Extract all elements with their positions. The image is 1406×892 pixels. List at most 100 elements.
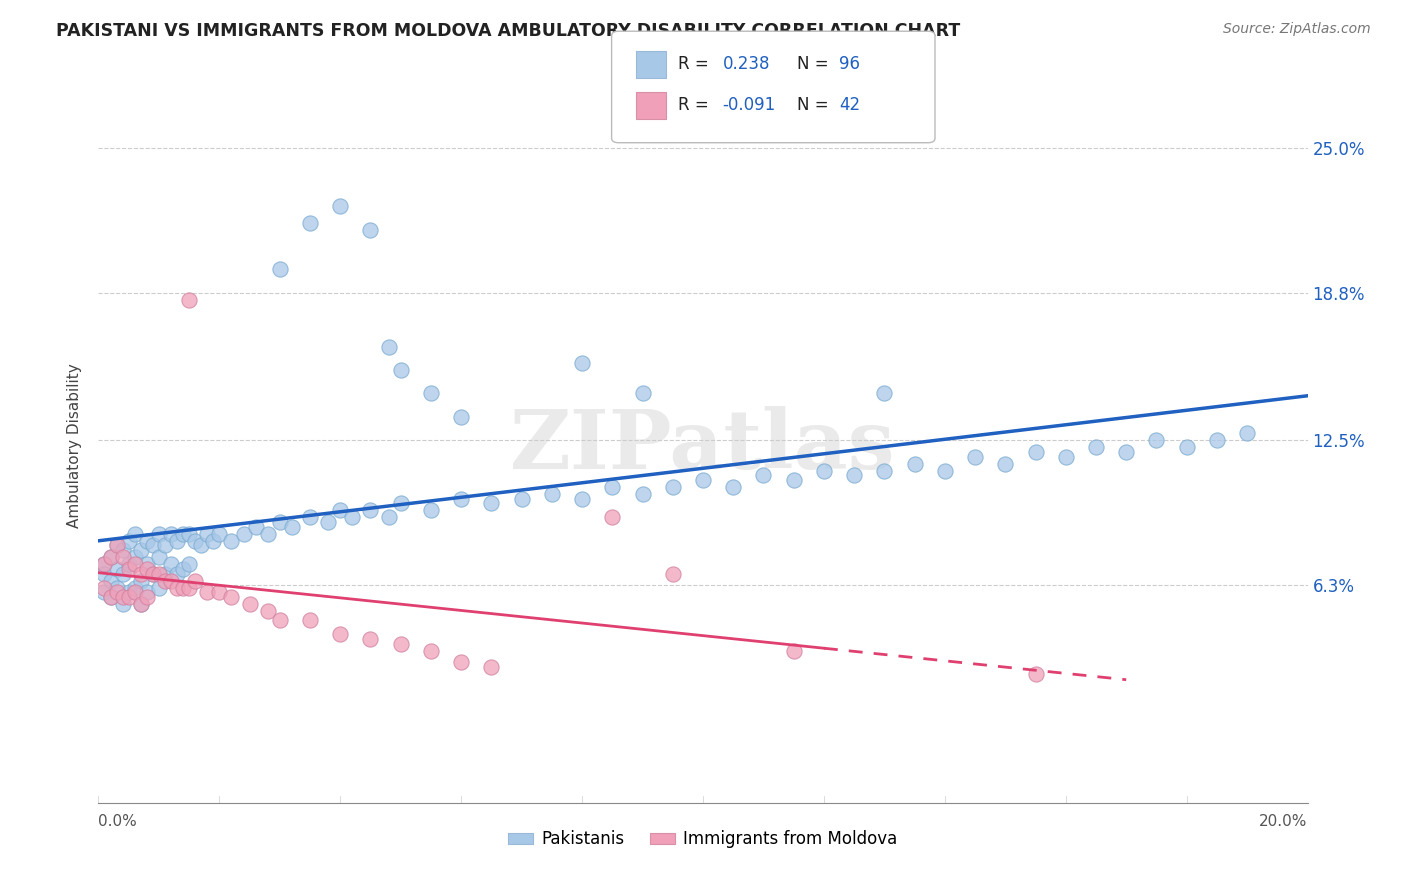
Point [129, 597, 152, 611]
Point [105, 562, 128, 576]
Point [377, 340, 399, 354]
Point [153, 538, 176, 552]
Point [111, 590, 134, 604]
Point [208, 585, 231, 599]
Point [752, 468, 775, 483]
Point [389, 637, 412, 651]
Point [844, 468, 866, 483]
Text: R =: R = [678, 55, 709, 73]
Point [450, 491, 472, 506]
Text: 0.0%: 0.0% [98, 814, 138, 830]
Point [111, 543, 134, 558]
Point [179, 581, 201, 595]
Point [179, 557, 201, 571]
Point [148, 526, 170, 541]
Point [1054, 450, 1077, 464]
Point [93, 585, 115, 599]
Point [299, 216, 322, 230]
Point [420, 386, 443, 401]
Point [316, 515, 339, 529]
Point [661, 480, 683, 494]
Point [124, 557, 146, 571]
Point [148, 566, 170, 581]
Point [129, 597, 152, 611]
Point [281, 519, 304, 533]
Point [873, 464, 896, 478]
Point [100, 574, 122, 588]
Point [111, 566, 134, 581]
Point [105, 581, 128, 595]
Point [571, 491, 593, 506]
Point [631, 386, 654, 401]
Point [299, 613, 322, 627]
Point [105, 538, 128, 552]
Point [179, 526, 201, 541]
Point [239, 597, 262, 611]
Point [389, 363, 412, 377]
Point [389, 496, 412, 510]
Point [723, 480, 745, 494]
Text: 0.238: 0.238 [723, 55, 770, 73]
Point [142, 566, 165, 581]
Point [111, 550, 134, 565]
Point [994, 457, 1017, 471]
Point [661, 566, 683, 581]
Text: R =: R = [678, 96, 709, 114]
Point [142, 566, 165, 581]
Point [510, 491, 533, 506]
Point [160, 574, 183, 588]
Point [965, 450, 987, 464]
Point [105, 538, 128, 552]
Point [420, 503, 443, 517]
Point [172, 562, 194, 576]
Point [377, 510, 399, 524]
Point [256, 604, 278, 618]
Point [360, 503, 382, 517]
Point [420, 644, 443, 658]
Point [124, 526, 146, 541]
Point [1175, 440, 1198, 454]
Point [232, 526, 254, 541]
Point [142, 538, 165, 552]
Point [481, 660, 503, 674]
Point [1085, 440, 1108, 454]
Point [118, 557, 141, 571]
Point [172, 526, 194, 541]
Point [100, 590, 122, 604]
Point [118, 562, 141, 576]
Point [160, 526, 183, 541]
Point [129, 543, 152, 558]
Point [100, 590, 122, 604]
Point [342, 510, 364, 524]
Point [450, 409, 472, 424]
Text: 20.0%: 20.0% [1260, 814, 1308, 830]
Point [221, 590, 243, 604]
Text: N =: N = [797, 55, 828, 73]
Text: PAKISTANI VS IMMIGRANTS FROM MOLDOVA AMBULATORY DISABILITY CORRELATION CHART: PAKISTANI VS IMMIGRANTS FROM MOLDOVA AMB… [56, 22, 960, 40]
Point [105, 585, 128, 599]
Legend: Pakistanis, Immigrants from Moldova: Pakistanis, Immigrants from Moldova [502, 824, 904, 855]
Point [160, 557, 183, 571]
Point [190, 538, 212, 552]
Point [129, 566, 152, 581]
Point [571, 356, 593, 370]
Point [93, 557, 115, 571]
Text: Source: ZipAtlas.com: Source: ZipAtlas.com [1223, 22, 1371, 37]
Point [202, 533, 225, 548]
Point [135, 557, 157, 571]
Point [100, 550, 122, 565]
Point [129, 574, 152, 588]
Point [360, 632, 382, 646]
Y-axis label: Ambulatory Disability: Ambulatory Disability [67, 364, 83, 528]
Point [100, 550, 122, 565]
Point [299, 510, 322, 524]
Point [93, 566, 115, 581]
Point [602, 510, 624, 524]
Point [148, 581, 170, 595]
Point [118, 533, 141, 548]
Point [135, 590, 157, 604]
Point [1024, 445, 1046, 459]
Point [245, 519, 267, 533]
Point [179, 293, 201, 307]
Point [481, 496, 503, 510]
